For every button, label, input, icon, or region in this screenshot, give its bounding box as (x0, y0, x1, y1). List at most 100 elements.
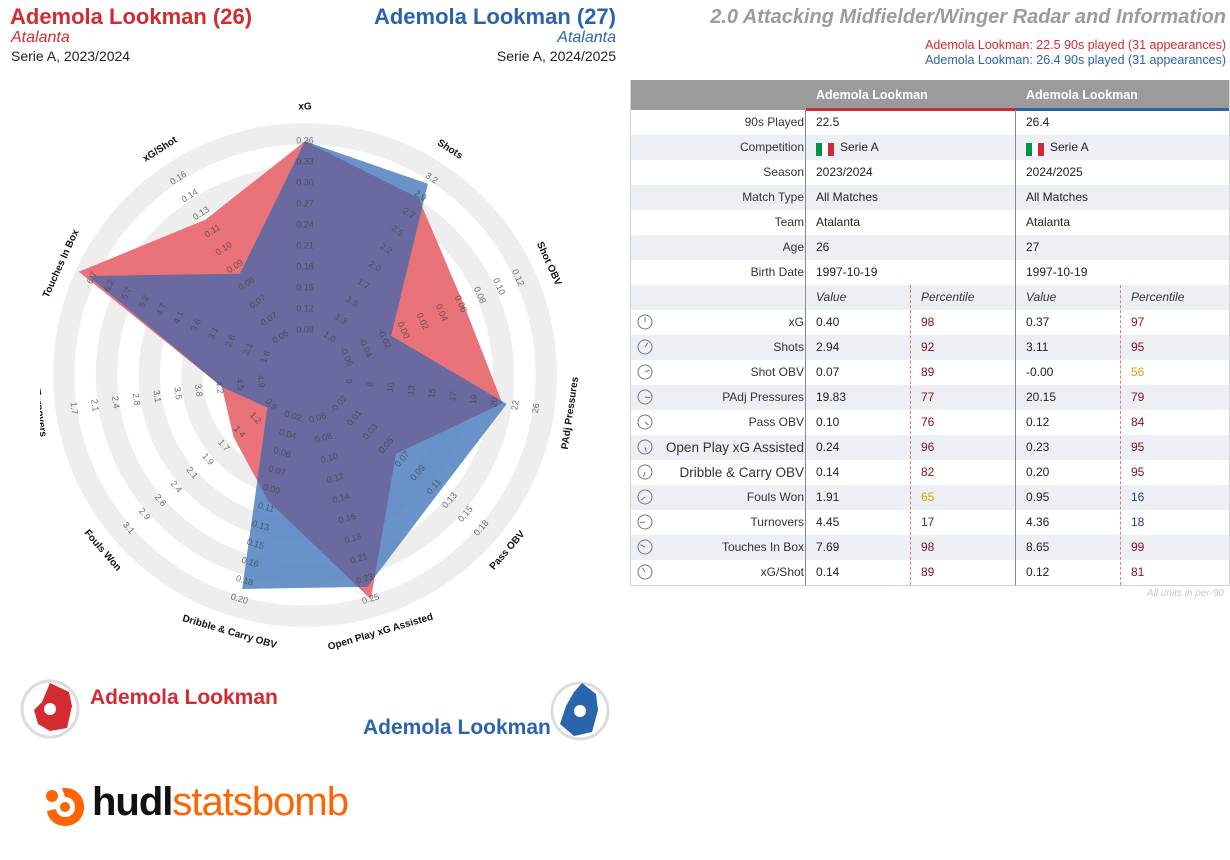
row-value-player2: 0.95 (1026, 490, 1050, 504)
row-label: Open Play xG Assisted (665, 440, 804, 455)
radar-tick-label: 10 (385, 382, 396, 393)
row-percentile-player1: 98 (921, 540, 935, 554)
stat-dial-icon (637, 389, 653, 405)
radar-tick-label: 2.1 (89, 398, 101, 412)
row-value-player2: 4.36 (1026, 515, 1050, 529)
radar-tick-label: 0.24 (296, 220, 314, 230)
row-percentile-player2: 79 (1131, 390, 1145, 404)
table-col2-header: Ademola Lookman (1026, 88, 1138, 102)
radar-tick-label: 0.18 (296, 261, 314, 271)
row-label: Pass OBV (748, 415, 804, 429)
row-value-player2: 0.12 (1026, 565, 1050, 579)
chart-title: 2.0 Attacking Midfielder/Winger Radar an… (710, 6, 1226, 28)
table-row: Dribble & Carry OBV 0.14 82 0.20 95 (631, 460, 1229, 485)
radar-tick-label: 3.1 (206, 325, 220, 341)
row-value-player2: 3.11 (1026, 340, 1049, 354)
radar-tick-label: 0.36 (296, 136, 314, 146)
row-value-player1: Serie A (816, 135, 879, 160)
radar-tick-label: 0.09 (262, 482, 282, 497)
row-value-player1: 0.07 (816, 365, 840, 379)
row-value-player1: 0.10 (816, 415, 840, 429)
row-percentile-player1: 92 (921, 340, 935, 354)
row-percentile-player1: 17 (921, 515, 935, 529)
radar-tick-label: 2.8 (131, 392, 143, 406)
row-percentile-player2: 16 (1131, 490, 1145, 504)
radar-tick-label: 15 (426, 388, 437, 399)
radar-tick-label: 0.07 (267, 463, 287, 478)
row-percentile-player2: 95 (1131, 465, 1145, 479)
radar-tick-label: 0.06 (308, 410, 328, 425)
row-percentile-player1: 89 (921, 365, 935, 379)
radar-tick-label: 0.09 (296, 324, 314, 334)
row-percentile-player2: 97 (1131, 315, 1145, 329)
row-percentile-player2: 84 (1131, 415, 1145, 429)
radar-axis-label: xG (298, 102, 312, 113)
row-label: Season (763, 165, 804, 179)
radar-tick-label: 0.27 (296, 199, 314, 209)
stat-dial-icon (637, 314, 653, 330)
radar-tick-label: 0.16 (337, 511, 357, 526)
radar-tick-label: 4.2 (214, 380, 226, 394)
radar-tick-label: 2.6 (223, 333, 237, 349)
radar-chart: 0.09 0.12 0.15 0.18 0.21 0.24 0.27 0.30 0.33 0.36… (40, 102, 580, 653)
stat-dial-icon (637, 464, 653, 480)
radar-tick-label: 0.20 (230, 591, 250, 606)
stat-dial-icon (637, 364, 653, 380)
row-label: Shot OBV (750, 365, 804, 379)
table-row: Fouls Won 1.91 65 0.95 16 (631, 485, 1229, 510)
table-dashed-divider (910, 285, 911, 585)
radar-tick-label: 2.4 (110, 395, 122, 409)
radar-tick-label: 4.7 (154, 302, 168, 318)
value-header: Value (816, 290, 847, 304)
row-value-player2: 0.37 (1026, 315, 1050, 329)
row-percentile-player2: 81 (1131, 565, 1145, 579)
col1-accent-bar (806, 108, 1016, 111)
row-value-player1: Atalanta (816, 215, 861, 229)
radar-tick-label: 2.1 (241, 341, 255, 357)
table-row: Match Type All Matches All Matches (631, 185, 1229, 210)
radar-tick-label: 0.08 (314, 430, 334, 445)
player2-info: Ademola Lookman: 26.4 90s played (31 app… (925, 53, 1226, 67)
row-value-player1: 0.40 (816, 315, 840, 329)
row-value-player2: 2024/2025 (1026, 165, 1083, 179)
italy-flag-icon (1026, 140, 1044, 157)
row-value-player1: 0.14 (816, 465, 840, 479)
row-percentile-player1: 76 (921, 415, 935, 429)
radar-tick-label: 4.5 (234, 377, 246, 391)
radar-tick-label: 17 (447, 391, 458, 402)
radar-tick-label: 0.10 (320, 451, 340, 466)
player2-title: Ademola Lookman (27) (373, 4, 616, 29)
row-value-player2: 20.15 (1026, 390, 1057, 404)
player1-team: Atalanta (11, 29, 70, 46)
table-row: Shots 2.94 92 3.11 95 (631, 335, 1229, 360)
table-dashed-divider (1120, 285, 1121, 585)
row-value-player1: 19.83 (816, 390, 847, 404)
radar-tick-label: 3.6 (189, 317, 203, 333)
radar-tick-label: 1.7 (68, 401, 80, 415)
row-percentile-player1: 96 (921, 440, 935, 454)
row-percentile-player1: 82 (921, 465, 935, 479)
radar-tick-label: 3.8 (193, 383, 205, 397)
row-label: Shots (773, 340, 804, 354)
logo-hudl: hudl (92, 780, 173, 824)
table-row: Pass OBV 0.10 76 0.12 84 (631, 410, 1229, 435)
table-row: PAdj Pressures 19.83 77 20.15 79 (631, 385, 1229, 410)
row-value-player1: 22.5 (816, 115, 840, 129)
row-label: Touches In Box (721, 540, 804, 554)
radar-tick-label: 1.6 (258, 349, 272, 365)
table-row: Age 26 27 (631, 235, 1229, 260)
radar-tick-label: 6.2 (102, 278, 116, 294)
row-percentile-player1: 77 (921, 390, 935, 404)
radar-tick-label: 5.7 (119, 286, 133, 302)
row-value-player1: 2023/2024 (816, 165, 873, 179)
row-label: Competition (739, 140, 804, 154)
italy-flag-icon (816, 140, 834, 157)
radar-tick-label: 0.14 (331, 491, 351, 506)
table-row: Team Atalanta Atalanta (631, 210, 1229, 235)
radar-axis-label: Turnovers (40, 388, 49, 438)
stat-dial-icon (637, 339, 653, 355)
stats-table: Ademola Lookman Ademola Lookman 90s Play… (630, 80, 1230, 586)
table-row: Open Play xG Assisted 0.24 96 0.23 95 (631, 435, 1229, 460)
radar-tick-label: 0.21 (296, 240, 314, 250)
radar-tick-label: 0.12 (296, 303, 314, 313)
